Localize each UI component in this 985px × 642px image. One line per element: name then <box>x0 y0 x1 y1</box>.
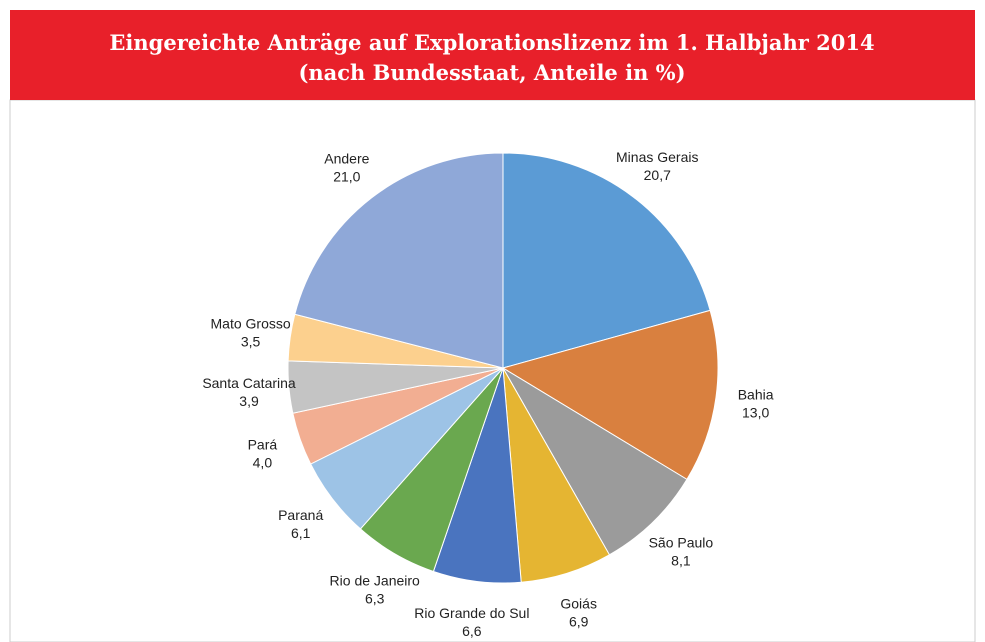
slice-label: Andere <box>324 150 369 166</box>
pie-slice <box>502 152 711 369</box>
slice-value: 20,7 <box>644 167 671 183</box>
slice-value: 6,6 <box>462 623 482 639</box>
slice-label: Santa Catarina <box>202 375 296 391</box>
slice-value: 3,9 <box>239 393 259 409</box>
pie-slice <box>294 152 504 369</box>
slice-label: Rio de Janeiro <box>330 572 420 588</box>
slice-value: 3,5 <box>241 334 261 350</box>
pie-slice <box>501 309 719 481</box>
slice-value: 21,0 <box>333 168 360 184</box>
slice-value: 4,0 <box>253 454 273 470</box>
slice-value: 13,0 <box>742 405 769 421</box>
slice-value: 6,3 <box>365 590 385 606</box>
slice-value: 6,9 <box>569 614 589 630</box>
slice-label: Paraná <box>278 507 323 523</box>
slice-label: Mato Grosso <box>211 316 291 332</box>
chart-subtitle: (nach Bundesstaat, Anteile in %) <box>298 60 685 85</box>
slice-label: São Paulo <box>649 535 714 551</box>
slice-label: Pará <box>248 436 278 452</box>
slice-label: Goiás <box>560 596 597 612</box>
slice-label: Minas Gerais <box>616 149 698 165</box>
chart-title: Eingereichte Anträge auf Explorationsliz… <box>109 30 874 55</box>
slice-value: 6,1 <box>291 525 311 541</box>
slice-label: Rio Grande do Sul <box>414 605 529 621</box>
slice-label: Bahia <box>738 387 774 403</box>
header <box>10 10 975 100</box>
pie-slice <box>501 366 688 556</box>
slice-value: 8,1 <box>671 553 691 569</box>
